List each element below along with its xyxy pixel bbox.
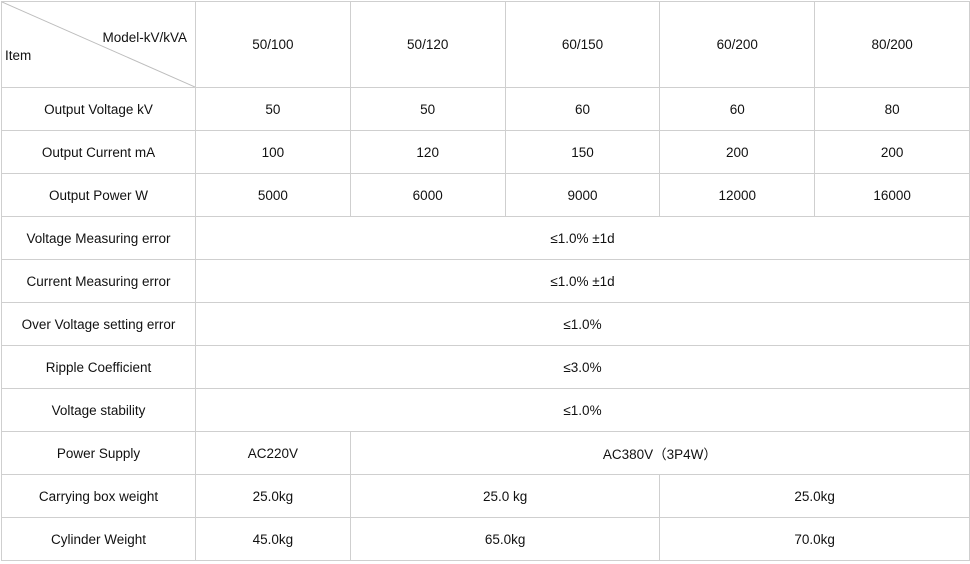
model-header-cell: 80/200	[814, 1, 970, 88]
header-row: Model-kV/kVA Item 50/100 50/120 60/150 6…	[1, 1, 970, 88]
row-label-current-error: Current Measuring error	[1, 259, 196, 303]
table-cell: 5000	[195, 173, 351, 217]
row-label-ripple: Ripple Coefficient	[1, 345, 196, 389]
table-row: Power Supply AC220V AC380V（3P4W）	[1, 431, 970, 475]
table-row: Cylinder Weight 45.0kg 65.0kg 70.0kg	[1, 517, 970, 561]
table-row: Carrying box weight 25.0kg 25.0 kg 25.0k…	[1, 474, 970, 518]
row-label-output-voltage: Output Voltage kV	[1, 87, 196, 131]
table-cell: AC380V（3P4W）	[349, 431, 970, 475]
model-header-label: Model-kV/kVA	[102, 30, 187, 45]
row-label-voltage-error: Voltage Measuring error	[1, 216, 196, 260]
row-label-output-power: Output Power W	[1, 173, 196, 217]
table-cell: 6000	[349, 173, 506, 217]
model-header-cell: 50/100	[195, 1, 351, 88]
table-row: Current Measuring error ≤1.0% ±1d	[1, 259, 970, 303]
table-cell: ≤1.0%	[195, 388, 970, 432]
table-cell: 60	[504, 87, 661, 131]
corner-header-cell: Model-kV/kVA Item	[1, 1, 196, 88]
table-cell: 65.0kg	[349, 517, 661, 561]
table-cell: ≤3.0%	[195, 345, 970, 389]
table-row: Voltage stability ≤1.0%	[1, 388, 970, 432]
row-label-voltage-stability: Voltage stability	[1, 388, 196, 432]
model-header-cell: 60/150	[504, 1, 661, 88]
table-cell: AC220V	[195, 431, 351, 475]
table-row: Voltage Measuring error ≤1.0% ±1d	[1, 216, 970, 260]
table-cell: 9000	[504, 173, 661, 217]
model-header-cell: 60/200	[659, 1, 816, 88]
row-label-carrying-box-weight: Carrying box weight	[1, 474, 196, 518]
table-cell: 12000	[659, 173, 816, 217]
table-cell: 150	[504, 130, 661, 174]
diagonal-divider	[2, 2, 195, 87]
row-label-over-voltage-error: Over Voltage setting error	[1, 302, 196, 346]
table-row: Output Voltage kV 50 50 60 60 80	[1, 87, 970, 131]
table-cell: 25.0 kg	[349, 474, 661, 518]
item-header-label: Item	[5, 48, 32, 63]
table-cell: 16000	[814, 173, 970, 217]
table-cell: 120	[349, 130, 506, 174]
table-row: Output Power W 5000 6000 9000 12000 1600…	[1, 173, 970, 217]
table-cell: 60	[659, 87, 816, 131]
table-cell: 50	[349, 87, 506, 131]
table-cell: 200	[814, 130, 970, 174]
model-header-cell: 50/120	[349, 1, 506, 88]
table-cell: 100	[195, 130, 351, 174]
table-cell: 50	[195, 87, 351, 131]
table-cell: 80	[814, 87, 970, 131]
table-cell: 25.0kg	[659, 474, 970, 518]
table-cell: 25.0kg	[195, 474, 351, 518]
table-row: Over Voltage setting error ≤1.0%	[1, 302, 970, 346]
row-label-power-supply: Power Supply	[1, 431, 196, 475]
row-label-output-current: Output Current mA	[1, 130, 196, 174]
table-cell: 45.0kg	[195, 517, 351, 561]
table-cell: ≤1.0% ±1d	[195, 259, 970, 303]
table-cell: 70.0kg	[659, 517, 970, 561]
table-cell: 200	[659, 130, 816, 174]
table-row: Ripple Coefficient ≤3.0%	[1, 345, 970, 389]
table-row: Output Current mA 100 120 150 200 200	[1, 130, 970, 174]
table-cell: ≤1.0% ±1d	[195, 216, 970, 260]
table-cell: ≤1.0%	[195, 302, 970, 346]
row-label-cylinder-weight: Cylinder Weight	[1, 517, 196, 561]
